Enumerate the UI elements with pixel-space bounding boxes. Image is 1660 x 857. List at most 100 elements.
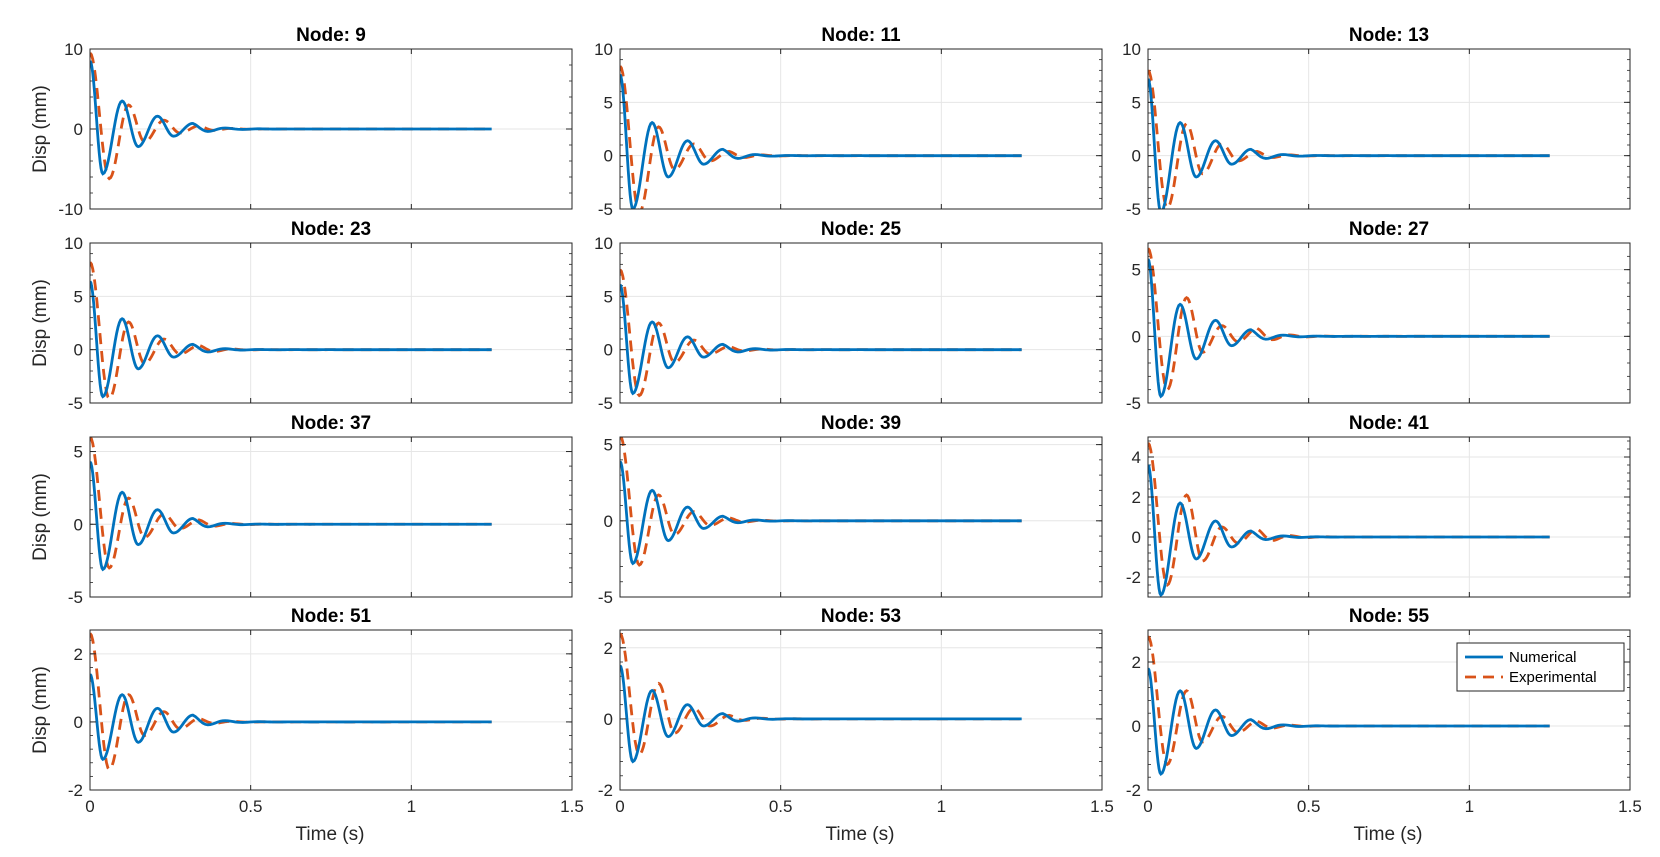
subplot-title: Node: 39 — [821, 413, 901, 434]
y-axis-label: Disp (mm) — [30, 666, 51, 754]
subplot-node-27: -5 0 5 Node: 27 — [1126, 219, 1631, 413]
subplot-node-39: -5 0 5 Node: 39 — [598, 413, 1103, 607]
y-tick-label: 0 — [604, 341, 613, 360]
y-tick-label: -5 — [68, 394, 83, 413]
axes-box — [619, 436, 1103, 598]
x-tick-label: 0.5 — [239, 797, 263, 816]
x-tick-label: 1 — [1465, 797, 1474, 816]
y-tick-label: -10 — [58, 200, 83, 219]
numerical-series-line — [620, 664, 1022, 764]
subplot-title: Node: 27 — [1349, 219, 1429, 240]
y-tick-label: 0 — [74, 341, 83, 360]
subplot-node-11: -5 0 5 10 Node: 11 — [594, 25, 1103, 219]
x-axis-label: Time (s) — [826, 824, 895, 845]
y-tick-label: 0 — [1132, 327, 1141, 346]
subplot-node-9: -10 0 10 Node: 9 Disp (mm) — [30, 25, 573, 219]
subplot-node-37: -5 0 5 Node: 37 Disp (mm) — [30, 413, 573, 607]
subplot-title: Node: 9 — [296, 25, 366, 46]
subplot-title: Node: 53 — [821, 606, 901, 627]
y-tick-label: 0 — [604, 147, 613, 166]
y-tick-label: 5 — [1132, 261, 1141, 280]
plot-area — [90, 243, 572, 403]
y-tick-label: 2 — [604, 639, 613, 658]
plot-area — [620, 437, 1102, 597]
x-axis-label: Time (s) — [1354, 824, 1423, 845]
axes-box — [619, 629, 1103, 791]
subplot-title: Node: 25 — [821, 219, 902, 240]
experimental-series-line — [1148, 247, 1550, 392]
numerical-series-line — [620, 460, 1022, 566]
y-axis-label: Disp (mm) — [30, 279, 51, 367]
y-tick-label: -5 — [598, 394, 613, 413]
experimental-series-line — [620, 65, 1022, 209]
y-tick-label: 2 — [1132, 488, 1141, 507]
y-tick-label: 2 — [74, 645, 83, 664]
subplot-node-41: -2 0 2 4 Node: 41 — [1126, 413, 1631, 598]
y-tick-label: -2 — [68, 781, 83, 800]
numerical-series-line — [1148, 464, 1550, 597]
x-tick-label: 0 — [85, 797, 94, 816]
subplot-node-23: -5 0 5 10 Node: 23 Disp (mm) — [30, 219, 573, 413]
y-tick-label: 5 — [74, 287, 83, 306]
axes-box — [1147, 629, 1631, 791]
subplot-title: Node: 23 — [291, 219, 371, 240]
legend: Numerical Experimental — [1456, 642, 1625, 692]
y-tick-label: -5 — [1126, 394, 1141, 413]
y-tick-label: -5 — [68, 588, 83, 607]
numerical-series-line — [90, 280, 492, 399]
x-tick-label: 1 — [407, 797, 416, 816]
x-tick-label: 1.5 — [1090, 797, 1114, 816]
numerical-series-line — [1148, 258, 1550, 399]
y-tick-label: 5 — [604, 93, 613, 112]
y-tick-label: 0 — [1132, 147, 1141, 166]
subplot-title: Node: 55 — [1349, 606, 1430, 627]
axes-box — [1147, 48, 1631, 210]
axes-box — [89, 242, 573, 404]
y-tick-label: 0 — [604, 710, 613, 729]
y-tick-label: 10 — [64, 40, 83, 59]
numerical-series-line — [620, 73, 1022, 209]
y-tick-label: 10 — [64, 234, 83, 253]
numerical-series-line — [1148, 78, 1550, 209]
y-tick-label: 5 — [604, 287, 613, 306]
y-tick-label: 0 — [74, 120, 83, 139]
axes-box — [89, 436, 573, 598]
plot-area — [1148, 49, 1630, 209]
y-tick-label: 2 — [1132, 653, 1141, 672]
y-tick-label: 4 — [1132, 448, 1141, 467]
y-tick-label: 0 — [74, 713, 83, 732]
subplot-title: Node: 11 — [821, 25, 901, 46]
numerical-series-line — [90, 460, 492, 572]
x-tick-label: 0.5 — [1297, 797, 1321, 816]
axes-box — [1147, 436, 1631, 598]
x-tick-label: 1.5 — [560, 797, 584, 816]
axes-box — [1147, 242, 1631, 404]
axes-box — [619, 242, 1103, 404]
plot-area — [1148, 437, 1630, 597]
y-tick-label: 0 — [74, 515, 83, 534]
plot-area — [620, 49, 1102, 209]
y-tick-label: 0 — [604, 512, 613, 531]
axes-box — [89, 629, 573, 791]
x-tick-label: 1.5 — [1618, 797, 1642, 816]
x-tick-label: 0.5 — [769, 797, 793, 816]
numerical-series-line — [90, 673, 492, 762]
legend-numerical-label: Numerical — [1509, 649, 1577, 666]
y-tick-label: 10 — [594, 40, 613, 59]
x-tick-label: 0 — [615, 797, 624, 816]
numerical-series-line — [90, 60, 492, 176]
y-tick-label: 10 — [594, 234, 613, 253]
numerical-series-line — [1148, 667, 1550, 776]
y-tick-label: 0 — [1132, 717, 1141, 736]
subplot-title: Node: 41 — [1349, 413, 1430, 434]
plot-area — [620, 243, 1102, 403]
y-axis-label: Disp (mm) — [30, 473, 51, 561]
y-tick-label: 10 — [1122, 40, 1141, 59]
legend-experimental-label: Experimental — [1509, 669, 1597, 686]
y-tick-label: 5 — [604, 436, 613, 455]
y-tick-label: -2 — [1126, 568, 1141, 587]
